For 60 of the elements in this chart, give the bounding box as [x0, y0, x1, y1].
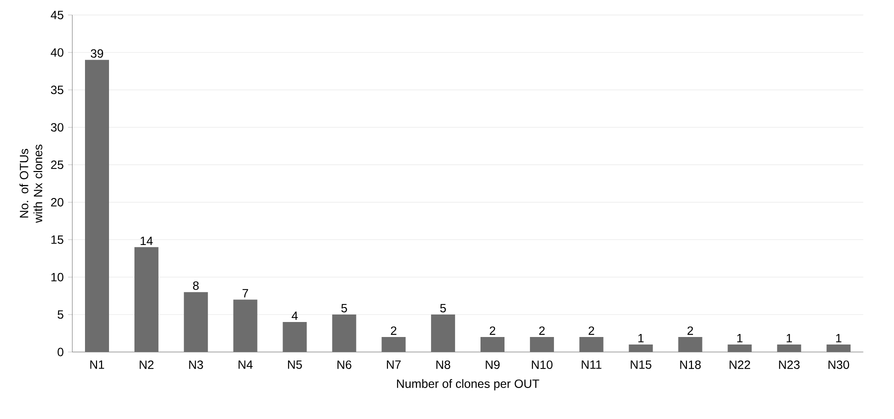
data-label: 2 [490, 326, 496, 335]
y-tick-label: 40 [50, 48, 64, 57]
bar [728, 344, 752, 352]
bar [628, 344, 653, 352]
x-tick-label: N10 [532, 360, 552, 369]
x-tick-label: N22 [730, 360, 750, 369]
data-label: 2 [539, 326, 545, 335]
data-label: 1 [638, 334, 644, 342]
y-tick-label: 35 [50, 86, 64, 94]
x-tick-label: N9 [486, 360, 500, 369]
x-tick-label: N5 [288, 360, 302, 369]
x-tick-label: N8 [436, 360, 450, 369]
x-tick-label: N7 [386, 360, 401, 369]
y-axis-title: No. of OTUs with Nx clones [19, 144, 42, 223]
data-label: 39 [90, 49, 104, 58]
data-label: 5 [341, 304, 348, 312]
data-label: 2 [688, 326, 693, 335]
y-tick-label: 5 [58, 310, 64, 319]
bar [678, 337, 702, 352]
data-label: 1 [786, 334, 792, 342]
x-tick-label: N30 [828, 360, 850, 369]
bar [382, 337, 406, 352]
x-tick-label: N15 [630, 360, 652, 369]
bar [184, 292, 208, 352]
data-label: 1 [836, 334, 842, 342]
x-tick-label: N3 [189, 360, 204, 369]
data-label: 8 [193, 281, 199, 290]
x-tick-label: N18 [680, 360, 701, 369]
bar [233, 300, 258, 352]
y-tick-label: 20 [51, 198, 64, 206]
data-label: 4 [292, 312, 298, 320]
bar [431, 314, 456, 352]
bar [777, 344, 802, 352]
data-label: 2 [390, 326, 396, 335]
x-tick-label: N4 [238, 360, 253, 369]
y-tick-label: 25 [51, 160, 64, 170]
y-tick-label: 30 [50, 123, 64, 132]
bar [332, 314, 356, 352]
data-label: 7 [242, 289, 248, 298]
data-label: 5 [440, 304, 446, 312]
x-tick-label: N11 [582, 360, 602, 369]
y-tick-label: 0 [58, 348, 64, 356]
bar [480, 337, 505, 352]
y-tick-label: 15 [51, 235, 64, 244]
bar [826, 344, 851, 352]
x-tick-label: N2 [140, 360, 154, 369]
x-tick-label: N6 [338, 360, 352, 369]
y-tick-label: 45 [50, 10, 64, 20]
x-tick-label: N23 [779, 360, 800, 369]
bar [282, 322, 307, 352]
x-tick-label: N1 [90, 360, 104, 369]
x-axis-title: Number of clones per OUT [397, 379, 540, 390]
bar [85, 60, 109, 352]
data-label: 14 [140, 236, 153, 245]
bar [134, 247, 158, 352]
data-label: 1 [737, 334, 742, 342]
bar [530, 337, 554, 352]
data-label: 2 [588, 326, 594, 335]
y-tick-label: 10 [51, 272, 64, 282]
bar [579, 337, 604, 352]
